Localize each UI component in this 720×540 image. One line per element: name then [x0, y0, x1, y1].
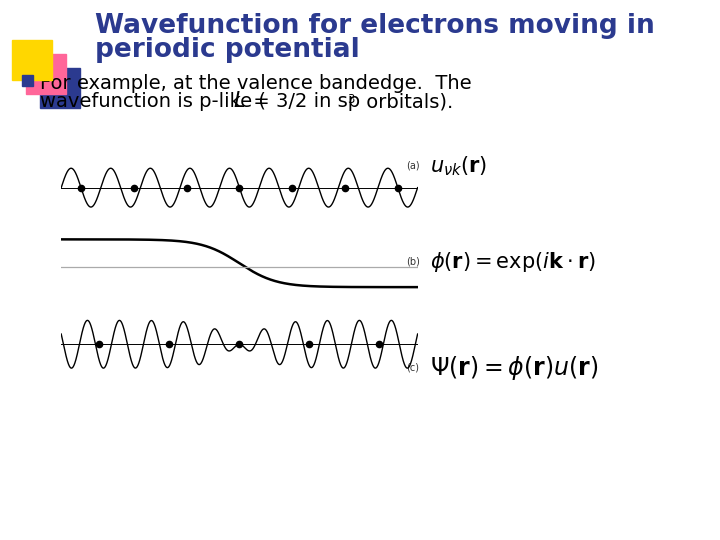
Text: = 3/2 in sp: = 3/2 in sp [247, 92, 360, 111]
Text: $\Psi(\mathbf{r}) = \phi(\mathbf{r})u(\mathbf{r})$: $\Psi(\mathbf{r}) = \phi(\mathbf{r})u(\m… [430, 354, 598, 382]
Text: (c): (c) [406, 363, 419, 373]
Text: For example, at the valence bandedge.  The: For example, at the valence bandedge. Th… [40, 74, 472, 93]
Text: $\mathit{L}$: $\mathit{L}$ [233, 91, 246, 111]
Text: (b): (b) [406, 257, 420, 267]
Text: $u_{\nu k}(\mathbf{r})$: $u_{\nu k}(\mathbf{r})$ [430, 154, 487, 178]
Text: $\phi(\mathbf{r}) = \exp(i\mathbf{k}\cdot\mathbf{r})$: $\phi(\mathbf{r}) = \exp(i\mathbf{k}\cdo… [430, 250, 595, 274]
Text: Wavefunction for electrons moving in: Wavefunction for electrons moving in [95, 13, 654, 39]
Text: periodic potential: periodic potential [95, 37, 360, 63]
Text: (a): (a) [406, 161, 420, 171]
Text: $^3$: $^3$ [347, 95, 356, 113]
Bar [12, 40, 52, 80]
Text: orbitals).: orbitals). [360, 92, 454, 111]
Bar [22, 75, 33, 86]
Bar [40, 68, 80, 108]
Bar [26, 54, 66, 94]
Text: wavefunction is p-like (: wavefunction is p-like ( [40, 92, 266, 111]
